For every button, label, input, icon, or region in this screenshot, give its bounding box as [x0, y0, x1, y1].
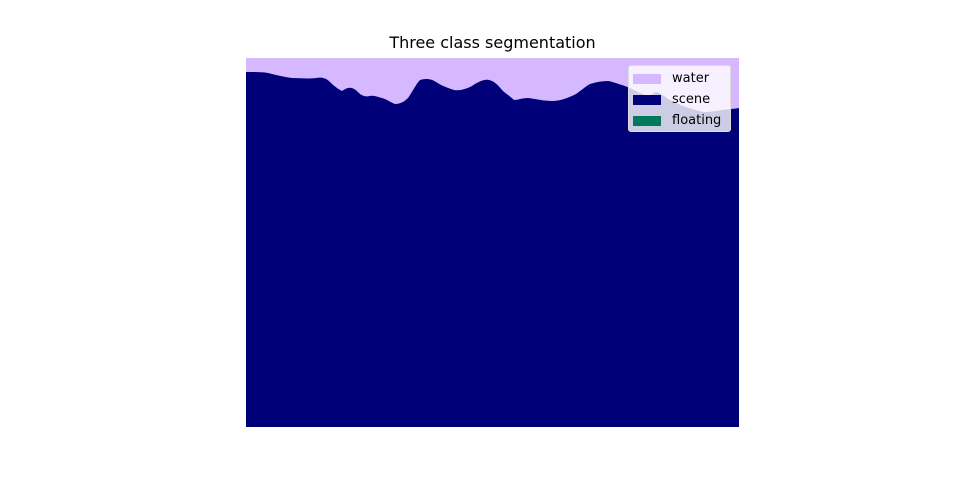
legend-entry-floating: floating [633, 110, 730, 131]
scene-region [246, 72, 739, 427]
legend-label-water: water [672, 71, 710, 86]
legend-entry-scene: scene [633, 89, 730, 110]
legend-swatch-water [633, 73, 661, 84]
legend-label-scene: scene [672, 92, 711, 107]
legend: water scene floating [628, 65, 731, 132]
legend-entry-water: water [633, 68, 730, 89]
legend-label-floating: floating [672, 113, 722, 128]
chart-title: Three class segmentation [389, 33, 596, 52]
legend-swatch-floating [633, 115, 661, 126]
legend-swatch-scene [633, 94, 661, 105]
